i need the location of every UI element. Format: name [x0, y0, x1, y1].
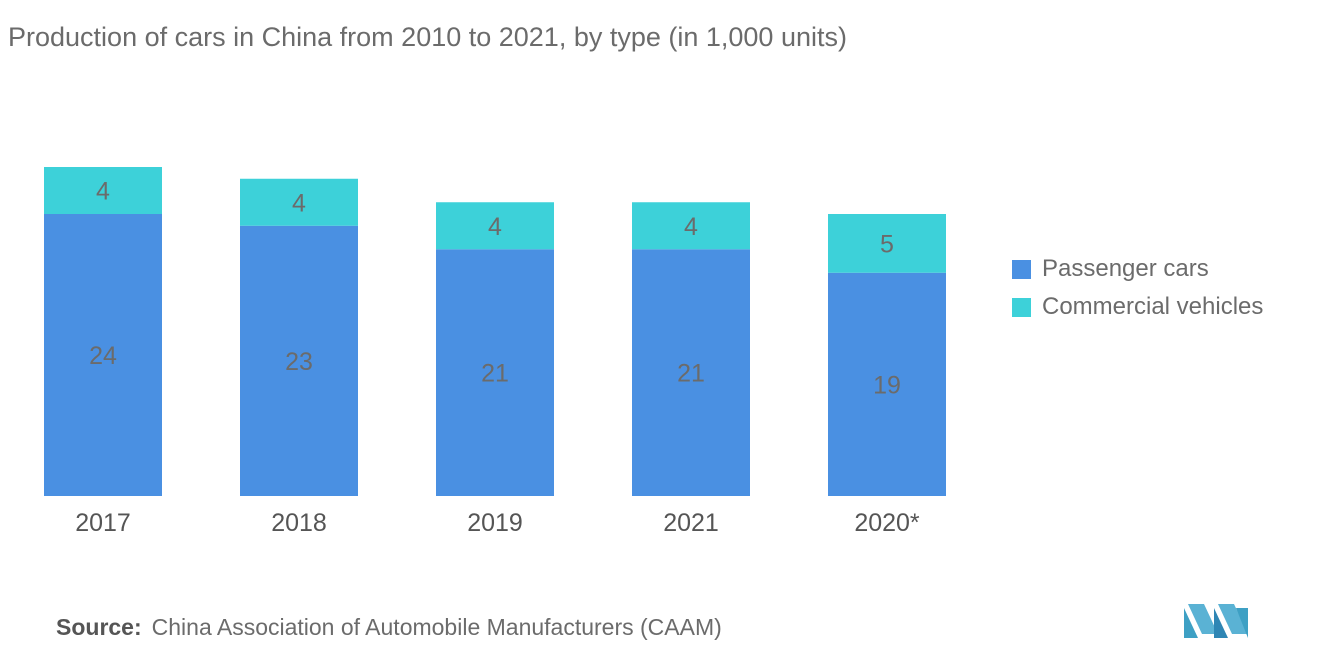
chart-title: Production of cars in China from 2010 to… [8, 22, 847, 52]
data-label-commercial-vehicles-2020: 5 [880, 230, 894, 258]
source-label: Source: [56, 614, 142, 640]
x-tick-label-2019: 2019 [467, 509, 523, 537]
data-label-passenger-cars-2017: 24 [89, 342, 117, 370]
bar-commercial-vehicles-2017 [44, 167, 162, 214]
bar-commercial-vehicles-2019 [436, 202, 554, 250]
legend-label-commercial-vehicles: Commercial vehicles [1042, 293, 1264, 320]
x-tick-label-2018: 2018 [271, 509, 327, 537]
bar-commercial-vehicles-2018 [240, 178, 358, 226]
legend-swatch-passenger-cars [1012, 259, 1031, 279]
x-tick-label-2020: 2020* [854, 509, 920, 537]
data-label-commercial-vehicles-2019: 4 [488, 213, 502, 241]
legend: Passenger cars Commercial vehicles [1012, 250, 1263, 326]
data-label-passenger-cars-2019: 21 [481, 360, 509, 388]
bar-passenger-cars-2017 [44, 214, 162, 496]
legend-swatch-commercial-vehicles [1012, 297, 1031, 317]
data-label-passenger-cars-2018: 23 [285, 348, 313, 376]
legend-label-passenger-cars: Passenger cars [1042, 255, 1209, 282]
bar-commercial-vehicles-2021 [632, 202, 750, 250]
bar-passenger-cars-2021 [632, 249, 750, 496]
source-note: Source: China Association of Automobile M… [56, 614, 722, 641]
legend-item-commercial-vehicles: Commercial vehicles [1012, 288, 1263, 326]
bar-commercial-vehicles-2020 [828, 214, 946, 273]
legend-item-passenger-cars: Passenger cars [1012, 250, 1263, 288]
x-tick-label-2017: 2017 [75, 509, 131, 537]
data-label-passenger-cars-2020: 19 [873, 371, 901, 399]
data-label-commercial-vehicles-2017: 4 [96, 178, 110, 206]
bar-passenger-cars-2019 [436, 249, 554, 496]
data-label-passenger-cars-2021: 21 [677, 360, 705, 388]
bar-passenger-cars-2018 [240, 225, 358, 496]
data-label-commercial-vehicles-2021: 4 [684, 213, 698, 241]
stacked-bar-chart: 24 4 2017 23 4 2018 21 4 2019 21 4 2021 19 5 2020* [44, 167, 946, 537]
bar-passenger-cars-2020 [828, 272, 946, 496]
data-label-commercial-vehicles-2018: 4 [292, 189, 306, 217]
x-tick-label-2021: 2021 [663, 509, 719, 537]
brand-logo-icon [1184, 604, 1248, 638]
source-text: China Association of Automobile Manufact… [151, 614, 722, 640]
